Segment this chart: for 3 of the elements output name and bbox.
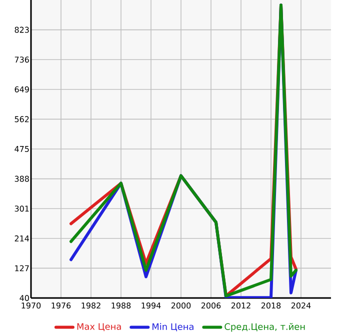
legend-label: Max Цена [77, 323, 121, 332]
legend-label: Сред.Цена, т.йен [224, 323, 305, 332]
legend-label: Min Цена [152, 323, 194, 332]
